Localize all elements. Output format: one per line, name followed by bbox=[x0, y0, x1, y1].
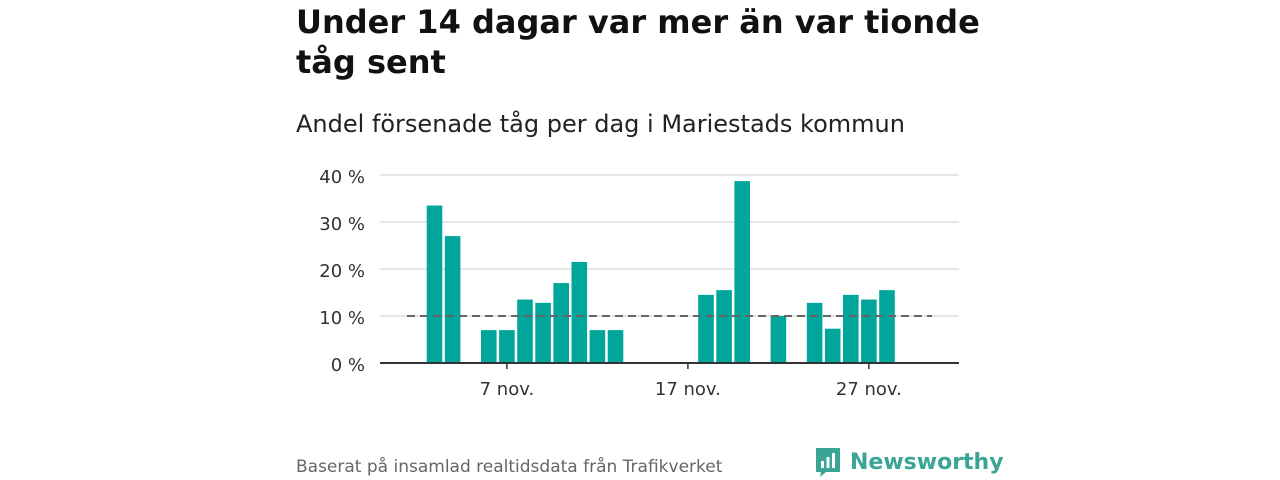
x-tick-label: 7 nov. bbox=[480, 379, 535, 400]
newsworthy-logo-icon bbox=[816, 448, 840, 477]
bar-chart: 0 % 10 % 20 % 30 % 40 % 7 nov. 17 nov. 27 nov. bbox=[319, 167, 959, 400]
bar bbox=[571, 261, 588, 363]
brand-logo: Newsworthy bbox=[814, 446, 1004, 478]
bar bbox=[553, 283, 569, 363]
y-tick-label: 0 % bbox=[331, 355, 365, 376]
brand-name: Newsworthy bbox=[850, 449, 1004, 475]
bar bbox=[481, 330, 497, 363]
x-tick-label: 17 nov. bbox=[655, 379, 721, 400]
bar bbox=[770, 316, 787, 363]
y-tick-label: 10 % bbox=[319, 308, 365, 329]
y-tick-label: 20 % bbox=[319, 261, 365, 282]
y-tick-label: 40 % bbox=[319, 167, 365, 188]
x-tick-label: 27 nov. bbox=[836, 379, 902, 400]
bar bbox=[517, 299, 533, 363]
bar bbox=[716, 290, 732, 363]
bar bbox=[879, 290, 895, 363]
bar bbox=[535, 302, 551, 363]
bar bbox=[607, 330, 624, 363]
bar bbox=[824, 328, 841, 363]
chart-subtitle: Andel försenade tåg per dag i Mariestads… bbox=[296, 110, 905, 138]
bar bbox=[698, 294, 714, 363]
bar bbox=[499, 330, 515, 363]
chart-title: Under 14 dagar var mer än var tionde tåg… bbox=[296, 3, 980, 81]
bar bbox=[589, 330, 606, 363]
bar bbox=[861, 299, 877, 363]
y-tick-label: 30 % bbox=[319, 214, 365, 235]
bar bbox=[426, 205, 443, 363]
source-note: Baserat på insamlad realtidsdata från Tr… bbox=[296, 457, 723, 477]
bar bbox=[843, 294, 859, 363]
bar bbox=[444, 236, 461, 363]
bar bbox=[734, 181, 750, 363]
bar bbox=[806, 302, 823, 363]
